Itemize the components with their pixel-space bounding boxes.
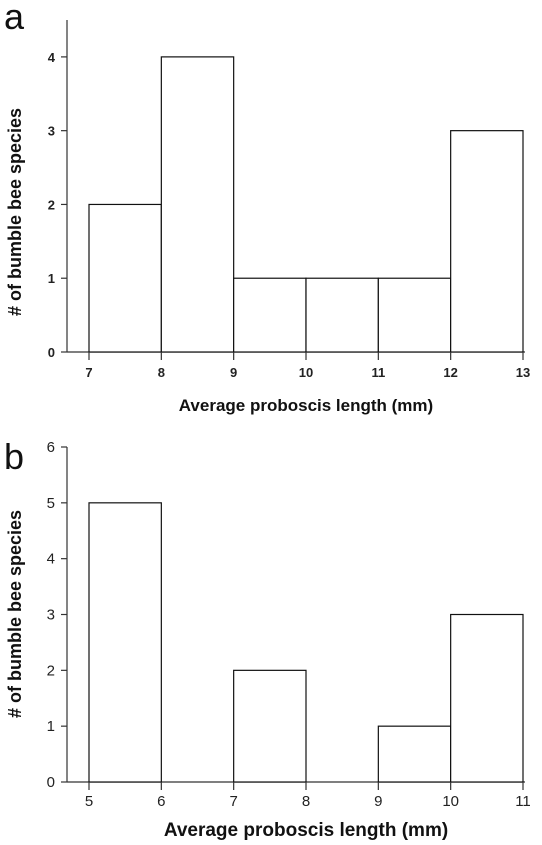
panel-a-y-tick-label: 2 <box>48 197 55 212</box>
panel-b-y-tick-label: 0 <box>47 774 55 791</box>
panel-b-x-tick-label: 5 <box>85 793 93 810</box>
panel-b-bar-0 <box>88 502 162 783</box>
panel-a-y-tick-label: 1 <box>48 271 55 286</box>
panel-a-y-tick-label: 0 <box>48 345 55 360</box>
panel-b-x-ticks: 5 6 7 8 9 10 11 <box>85 782 531 810</box>
panel-a-bar-0 <box>88 203 162 353</box>
panel-b-x-tick-label: 10 <box>442 793 459 810</box>
panel-a-x-tick-label: 10 <box>299 365 313 380</box>
panel-a-y-axis-label: # of bumble bee species <box>5 108 25 316</box>
panel-b-x-tick-label: 6 <box>157 793 165 810</box>
panel-b-letter: b <box>4 436 24 477</box>
panel-b-y-tick-label: 3 <box>47 607 55 624</box>
panel-b-x-tick-label: 8 <box>302 793 310 810</box>
panel-b-x-tick-label: 9 <box>374 793 382 810</box>
panel-b-y-ticks: 0 1 2 3 4 5 6 <box>47 439 67 791</box>
panel-b-y-tick-label: 1 <box>47 718 55 735</box>
panel-a-x-tick-label: 9 <box>230 365 237 380</box>
panel-b-y-tick-label: 5 <box>47 495 55 512</box>
panel-a-y-ticks: 0 1 2 3 4 <box>48 50 67 360</box>
panel-b-bars <box>88 502 524 783</box>
panel-b-histogram: b 5 6 7 8 9 10 11 0 1 2 3 4 5 6 # of bumble bee spec… <box>4 436 531 841</box>
panel-a-x-ticks: 7 8 9 10 11 12 13 <box>85 352 530 380</box>
panel-b-y-axis-label: # of bumble bee species <box>5 510 25 718</box>
panel-a-bar-1 <box>160 56 235 353</box>
panel-b-bar-4 <box>377 725 452 783</box>
panel-b-x-axis-label: Average proboscis length (mm) <box>164 820 448 841</box>
panel-a-x-tick-label: 8 <box>158 365 165 380</box>
panel-a-x-tick-label: 12 <box>443 365 457 380</box>
panel-b-y-tick-label: 4 <box>47 551 55 568</box>
panel-a-x-tick-label: 13 <box>516 365 530 380</box>
panel-a-x-tick-label: 7 <box>85 365 92 380</box>
panel-b-x-tick-label: 7 <box>229 793 237 810</box>
panel-a-x-axis-label: Average proboscis length (mm) <box>179 396 433 415</box>
panel-a-bar-5 <box>450 130 524 353</box>
panel-b-bar-5 <box>450 613 524 783</box>
panel-a-x-tick-label: 11 <box>371 365 385 380</box>
panel-a-bar-2 <box>233 277 307 353</box>
panel-a-bar-3 <box>305 277 379 353</box>
panel-a-letter: a <box>4 0 25 37</box>
panel-a-bars <box>88 56 524 353</box>
panel-a-y-tick-label: 4 <box>48 50 56 65</box>
panel-b-y-tick-label: 2 <box>47 662 55 679</box>
panel-a-bar-4 <box>377 277 452 353</box>
panel-b-bar-2 <box>233 669 307 783</box>
panel-b-y-tick-label: 6 <box>47 439 55 456</box>
panel-b-x-tick-label: 11 <box>515 793 531 810</box>
panel-a-y-tick-label: 3 <box>48 124 55 139</box>
